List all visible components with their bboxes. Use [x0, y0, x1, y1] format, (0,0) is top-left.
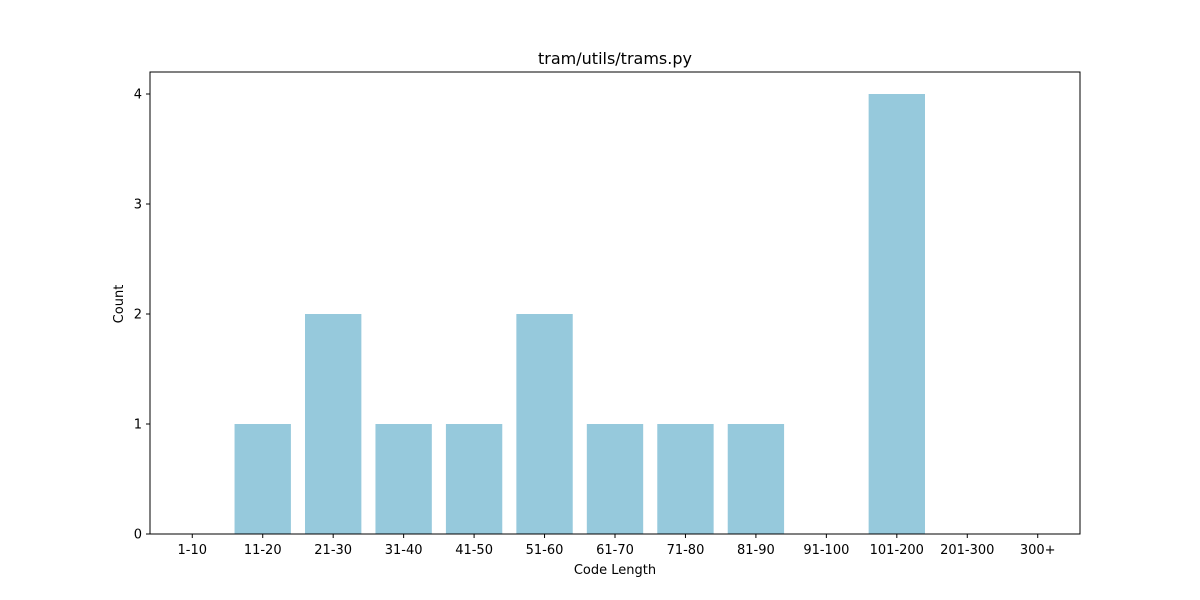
y-tick-label: 2	[134, 308, 142, 323]
bar-11-20	[235, 424, 291, 534]
y-tick-label: 1	[134, 418, 142, 433]
bar-41-50	[446, 424, 502, 534]
bar-21-30	[305, 314, 361, 534]
x-tick-label: 61-70	[596, 543, 634, 558]
bar-71-80	[657, 424, 713, 534]
bar-81-90	[728, 424, 784, 534]
x-tick-label: 101-200	[870, 543, 924, 558]
bar-101-200	[869, 94, 925, 534]
bar-61-70	[587, 424, 643, 534]
x-tick-label: 1-10	[178, 543, 208, 558]
x-tick-label: 81-90	[737, 543, 775, 558]
chart-title: tram/utils/trams.py	[538, 49, 692, 68]
x-tick-label: 71-80	[667, 543, 705, 558]
x-tick-label: 11-20	[244, 543, 282, 558]
y-tick-label: 0	[134, 528, 142, 543]
x-tick-label: 31-40	[385, 543, 423, 558]
bar-51-60	[516, 314, 572, 534]
x-tick-label: 51-60	[526, 543, 564, 558]
x-tick-label: 201-300	[940, 543, 994, 558]
x-tick-label: 41-50	[455, 543, 493, 558]
x-axis-label: Code Length	[574, 563, 656, 578]
x-tick-label: 91-100	[803, 543, 849, 558]
y-tick-label: 4	[134, 88, 142, 103]
x-tick-label: 21-30	[314, 543, 352, 558]
y-axis-label: Count	[112, 285, 127, 324]
x-tick-label: 300+	[1020, 543, 1056, 558]
y-tick-label: 3	[134, 198, 142, 213]
bar-31-40	[375, 424, 431, 534]
